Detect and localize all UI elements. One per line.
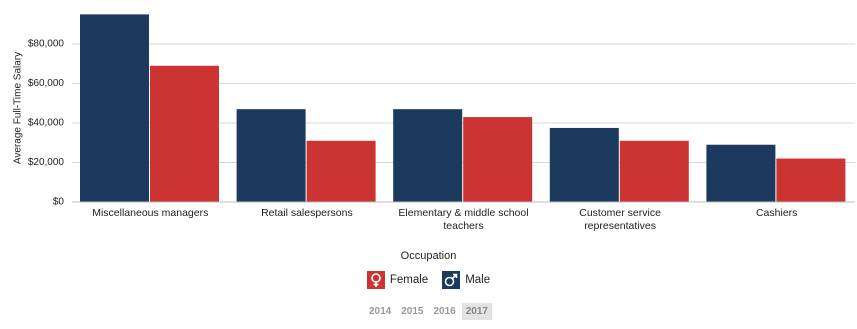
x-axis-title: Occupation (400, 250, 457, 262)
x-tick-label: Miscellaneous managers (92, 207, 209, 219)
year-button[interactable]: 2016 (433, 306, 456, 317)
bar (706, 144, 776, 202)
legend-icon (366, 271, 385, 289)
bar (776, 158, 846, 202)
bar (236, 109, 306, 202)
year-button[interactable]: 2017 (461, 303, 492, 320)
male-symbol (444, 276, 455, 287)
male-symbol (452, 273, 458, 280)
y-tick-label: $0 (53, 197, 65, 208)
legend-label: Male (465, 274, 491, 286)
x-tick-label: Cashiers (755, 207, 798, 219)
legend: Female Male (0, 271, 857, 289)
y-tick-label: $60,000 (28, 78, 65, 89)
bar (306, 140, 376, 202)
legend-label: Female (389, 274, 429, 286)
y-tick-label: $40,000 (28, 118, 65, 129)
x-tick-label: Retail salespersons (261, 207, 353, 219)
year-button[interactable]: 2014 (369, 306, 392, 317)
bar (80, 14, 149, 203)
y-axis-title: Average Full-Time Salary (13, 52, 24, 164)
x-tick-label: Elementary & middle school teachers (398, 207, 529, 232)
legend-icon (442, 271, 461, 289)
bar (393, 109, 463, 202)
legend-swatch (366, 271, 385, 289)
y-tick-label: $20,000 (28, 157, 65, 168)
year-selector: 2014 2015 2016 2017 (0, 303, 857, 320)
legend-item: Female (366, 271, 429, 289)
legend-item: Male (442, 271, 490, 289)
female-symbol (373, 282, 379, 287)
year-button[interactable]: 2015 (401, 306, 424, 317)
bar (463, 117, 533, 202)
bar (549, 127, 619, 202)
bar (619, 140, 689, 202)
x-tick-label: Customer service representatives (579, 207, 661, 232)
bar (150, 65, 219, 202)
y-tick-label: $80,000 (28, 39, 65, 50)
